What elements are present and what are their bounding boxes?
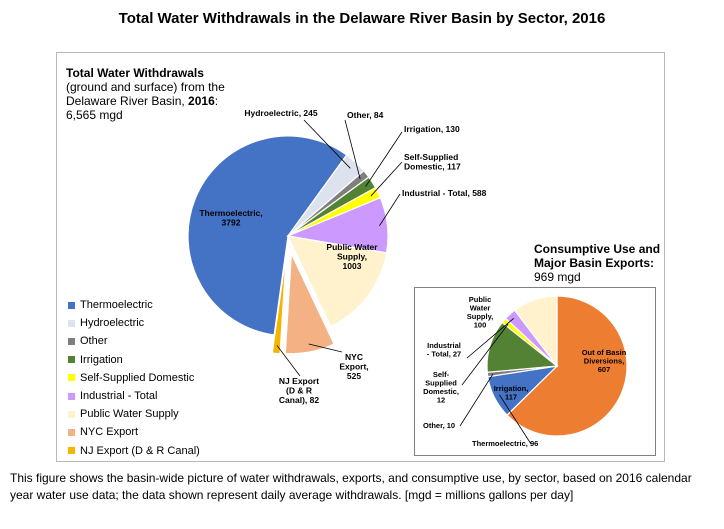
leader-line [461, 323, 509, 386]
legend-label: NJ Export (D & R Canal) [80, 444, 200, 457]
slice-label: Other, 10 [423, 421, 455, 430]
main-pie-heading-line2: (ground and surface) from the [66, 80, 225, 94]
legend-swatch [68, 301, 75, 309]
inset-pie-total: 969 mgd [534, 270, 581, 284]
slice-label: Other, 84 [347, 110, 384, 120]
legend-item: Irrigation [68, 351, 200, 369]
pie-slice-nj-export-d-r-canal- [271, 253, 287, 355]
main-pie-total: 6,565 mgd [66, 108, 123, 122]
inset-pie-heading: Consumptive Use and Major Basin Exports:… [534, 242, 660, 284]
slice-label: Irrigation, 117 [494, 384, 529, 402]
legend-item: Other [68, 332, 200, 350]
legend-label: Self-Supplied Domestic [80, 371, 195, 384]
legend-item: Public Water Supply [68, 405, 200, 423]
legend-swatch [68, 337, 75, 345]
legend-label: Public Water Supply [80, 408, 179, 421]
main-pie-heading-title: Total Water Withdrawals [66, 66, 204, 80]
legend-item: Hydroelectric [68, 314, 200, 332]
leader-line [370, 161, 403, 197]
slice-label: Industrial - Total, 27 [427, 341, 461, 359]
legend-item: Thermoelectric [68, 296, 200, 314]
slice-label: Public Water Supply, 1003 [326, 242, 378, 271]
legend-item: Self-Supplied Domestic [68, 369, 200, 387]
legend-label: Other [80, 335, 108, 348]
slice-label: Self-Supplied Domestic, 12 [423, 370, 459, 405]
inset-heading-line2: Major Basin Exports: [534, 256, 655, 270]
legend-swatch [68, 428, 75, 436]
heading-colon: : [214, 94, 219, 108]
slice-label: Self-Supplied Domestic, 117 [404, 152, 461, 172]
leader-line [276, 345, 301, 377]
slice-label: Out of Basin Diversions, 607 [582, 348, 627, 374]
slice-label: Hydroelectric, 245 [244, 108, 318, 118]
heading-basin-text: Delaware River Basin, [66, 94, 189, 108]
figure-caption: This figure shows the basin-wide picture… [10, 471, 692, 502]
legend-swatch [68, 374, 75, 382]
legend-swatch [68, 410, 75, 418]
pie-slice-nyc-export [284, 253, 335, 355]
legend-label: Irrigation [80, 353, 123, 366]
legend-swatch [68, 319, 75, 327]
legend: Thermoelectric Hydroelectric Other Irrigati… [68, 296, 200, 460]
legend-item: NJ Export (D & R Canal) [68, 442, 200, 460]
slice-label: Thermoelectric, 96 [472, 439, 538, 448]
figure-title: Total Water Withdrawals in the Delaware … [118, 10, 606, 27]
slice-label: Industrial - Total, 588 [402, 188, 487, 198]
legend-label: Industrial - Total [80, 390, 158, 403]
leader-line [499, 394, 532, 445]
leader-line [459, 373, 494, 427]
legend-label: Hydroelectric [80, 317, 145, 330]
leader-line [365, 131, 403, 187]
legend-label: Thermoelectric [80, 299, 153, 312]
pie-slice-out-of-basin-diversions [506, 295, 628, 437]
leader-line [308, 343, 343, 353]
legend-label: NYC Export [80, 426, 139, 439]
leader-line [379, 193, 401, 226]
slice-label: NYC Export, 525 [339, 352, 368, 381]
main-pie-heading: Total Water Withdrawals (ground and surf… [66, 66, 225, 122]
leader-line [344, 119, 361, 180]
legend-swatch [68, 447, 75, 455]
slice-label: NJ Export (D & R Canal), 82 [279, 376, 319, 405]
legend-swatch [68, 356, 75, 364]
leader-line [466, 317, 515, 359]
pie-slice-thermoelectric [187, 135, 348, 336]
legend-item: Industrial - Total [68, 387, 200, 405]
main-pie-heading-line3: Delaware River Basin, 2016: [66, 94, 225, 108]
legend-swatch [68, 392, 75, 400]
slice-label: Irrigation, 130 [404, 124, 460, 134]
inset-heading-line1: Consumptive Use and [534, 242, 661, 256]
slice-label: Thermoelectric, 3792 [199, 208, 262, 228]
slice-label: Public Water Supply, 100 [467, 295, 494, 330]
legend-item: NYC Export [68, 423, 200, 441]
heading-year: 2016 [188, 94, 215, 108]
pie-slice-public-water-supply [286, 235, 388, 328]
leader-line [303, 119, 351, 169]
pie-slice-public-water-supply [513, 295, 558, 368]
